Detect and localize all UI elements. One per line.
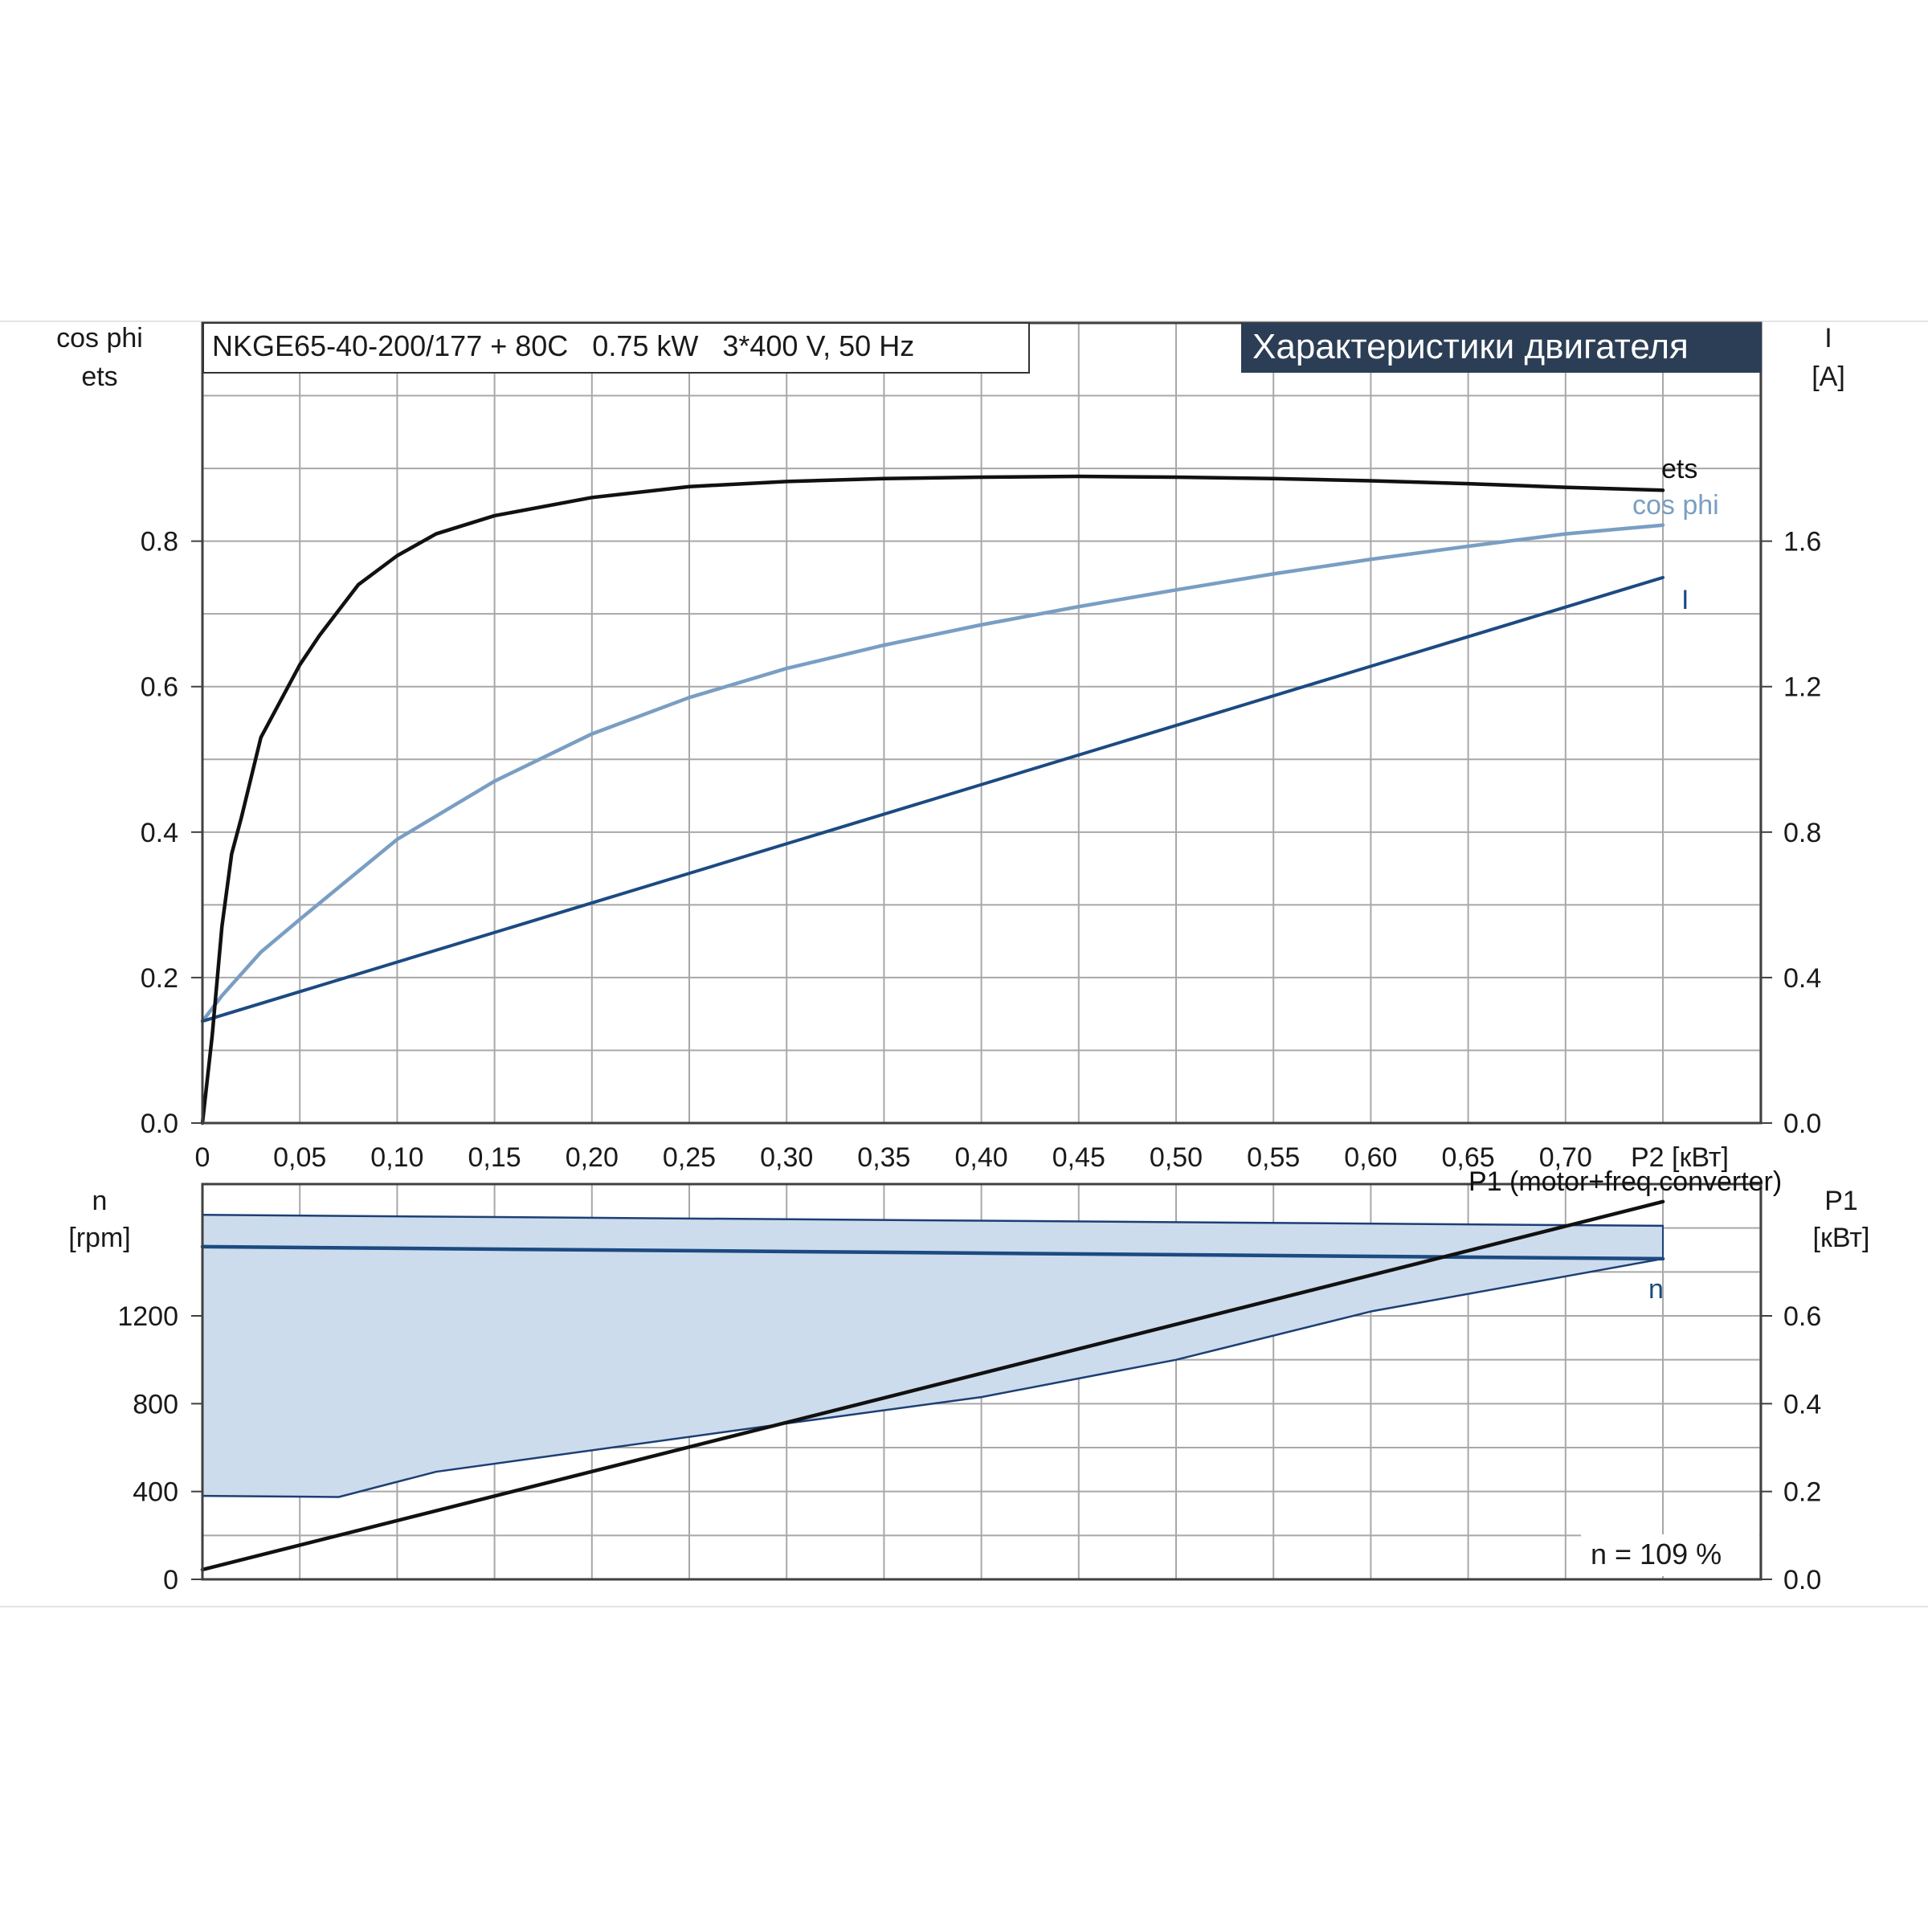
bottom-right-axis-label-kw: [кВт]	[1813, 1223, 1870, 1253]
top-left-tick-label: 0.2	[141, 963, 178, 994]
x-tick-label: 0,30	[760, 1142, 813, 1173]
bottom-left-axis-label-n: n	[92, 1186, 108, 1216]
x-tick-label: 0,45	[1052, 1142, 1105, 1173]
bottom-left-tick-label: 1200	[117, 1301, 178, 1332]
x-tick-label: 0	[195, 1142, 210, 1173]
bottom-panel-frame	[201, 1182, 1763, 1581]
series-label-current: I	[1681, 585, 1689, 615]
x-tick-label: 0,20	[566, 1142, 619, 1173]
speed-annotation-box	[1581, 1534, 1759, 1576]
series-current-line	[201, 575, 1665, 1023]
right-axis-label-i: I	[1824, 323, 1832, 353]
model-label: NKGE65-40-200/177 + 80C 0.75 kW 3*400 V,…	[212, 329, 914, 362]
left-axis-label-cosphi: cos phi	[56, 323, 143, 353]
x-tick-label: 0,55	[1247, 1142, 1300, 1173]
x-tick-label: 0,60	[1344, 1142, 1397, 1173]
bottom-left-tick-label: 400	[133, 1477, 178, 1508]
x-tick-label: 0,35	[857, 1142, 910, 1173]
bottom-right-tick-label: 0.2	[1783, 1477, 1821, 1508]
bottom-right-tick-label: 0.0	[1783, 1565, 1821, 1595]
top-left-tick-label: 0.0	[141, 1109, 178, 1139]
bottom-left-tick-label: 0	[163, 1565, 178, 1595]
series-ets-line	[200, 474, 1665, 1125]
x-tick-label: 0,50	[1150, 1142, 1203, 1173]
series-label-cosphi: cos phi	[1632, 490, 1719, 521]
x-tick-label: 0,65	[1442, 1142, 1495, 1173]
bottom-right-tick-label: 0.4	[1783, 1389, 1821, 1419]
tick-labels: 0 0,05 0,10 0,15 0,20 0,25 0,30 0,35 0,40 0,45 0,5…	[117, 527, 1821, 1595]
x-tick-label: 0,10	[370, 1142, 423, 1173]
top-left-tick-label: 0.6	[141, 672, 178, 703]
top-left-tick-label: 0.4	[141, 818, 178, 848]
bottom-right-tick-label: 0.6	[1783, 1301, 1821, 1332]
model-label-box	[202, 322, 1030, 374]
bottom-left-tick-label: 800	[133, 1389, 178, 1419]
bottom-right-axis-label-p1: P1	[1824, 1186, 1858, 1216]
series-label-ets: ets	[1661, 454, 1697, 484]
speed-band-fill	[202, 1215, 1663, 1497]
series-label-p1: P1 (motor+freq.converter)	[1468, 1166, 1782, 1197]
speed-range-band	[201, 1214, 1665, 1498]
x-tick-label: 0,05	[273, 1142, 326, 1173]
left-axis-label-ets: ets	[81, 361, 117, 392]
speed-band-upper-edge	[201, 1214, 1665, 1227]
x-axis-label-p2: P2 [кВт]	[1631, 1142, 1729, 1173]
series-p1-line	[200, 1199, 1665, 1572]
speed-band-lower-edge	[201, 1257, 1665, 1498]
top-panel-grid	[202, 322, 1762, 1123]
section-title: Характеристики двигателя	[1252, 327, 1689, 366]
top-right-tick-label: 0.4	[1783, 963, 1821, 994]
top-right-tick-label: 0.0	[1783, 1109, 1821, 1139]
top-right-tick-label: 1.2	[1783, 672, 1821, 703]
series-cosphi-line	[200, 523, 1665, 1023]
x-tick-label: 0,25	[663, 1142, 716, 1173]
series-speed-line	[200, 1244, 1665, 1261]
bottom-left-axis-label-rpm: [rpm]	[68, 1223, 130, 1253]
section-title-box	[1241, 323, 1762, 373]
x-tick-label: 0,40	[955, 1142, 1008, 1173]
top-right-tick-label: 0.8	[1783, 818, 1821, 848]
x-tick-label: 0,70	[1539, 1142, 1592, 1173]
series-label-n: n	[1648, 1274, 1664, 1305]
right-axis-label-a: [A]	[1812, 361, 1845, 392]
top-left-tick-label: 0.8	[141, 527, 178, 558]
x-tick-label: 0,15	[468, 1142, 521, 1173]
speed-annotation: n = 109 %	[1591, 1538, 1722, 1571]
series-layer	[200, 474, 1665, 1572]
top-right-tick-label: 1.6	[1783, 527, 1821, 558]
